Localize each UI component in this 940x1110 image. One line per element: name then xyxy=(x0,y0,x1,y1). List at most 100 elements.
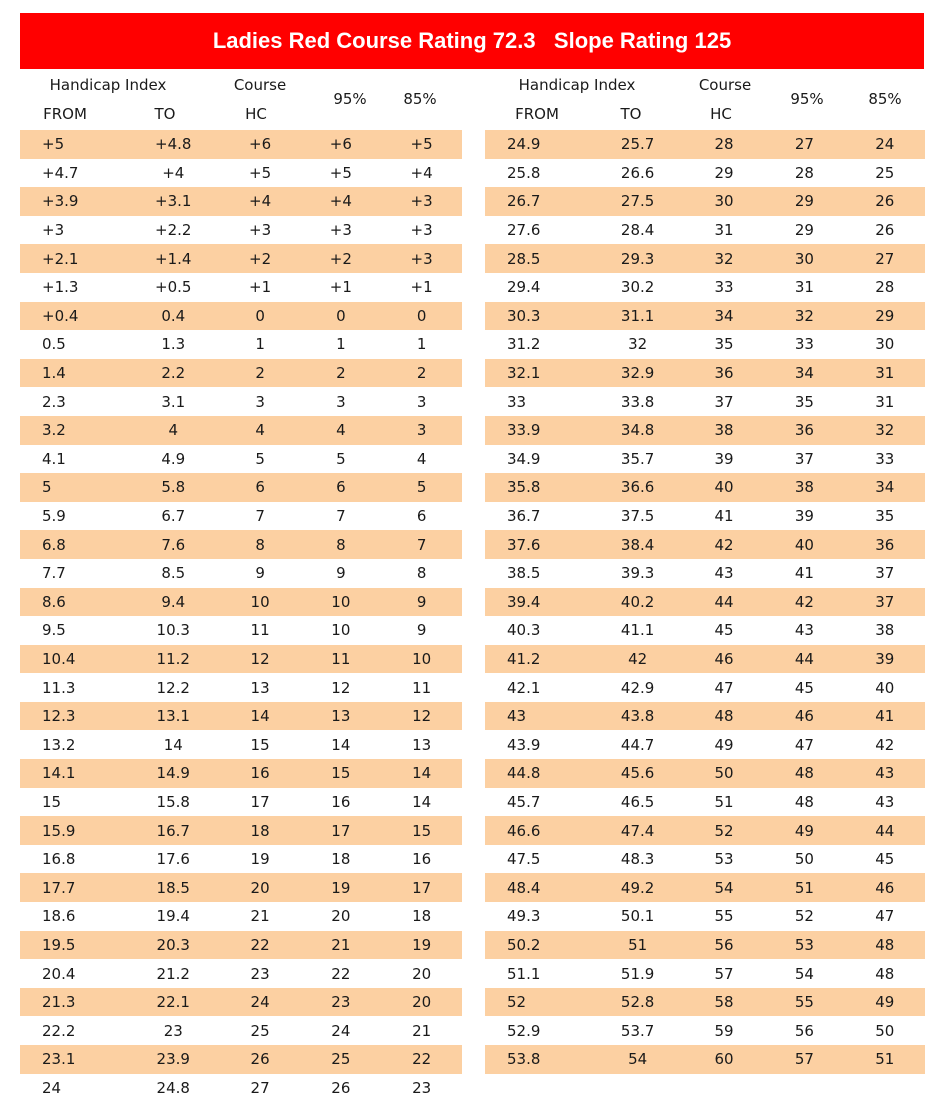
p85-cell: 36 xyxy=(875,535,895,554)
from-cell: 7.7 xyxy=(42,564,66,583)
course-hc-cell: 16 xyxy=(250,764,270,783)
table-row: 35.8 36.6 40 38 34 xyxy=(485,473,925,502)
from-cell: 51.1 xyxy=(507,964,541,983)
course-hc-cell: 15 xyxy=(250,735,270,754)
table-row: 32.1 32.9 36 34 31 xyxy=(485,358,925,388)
table-row: 39.4 40.2 44 42 37 xyxy=(485,587,925,617)
table-row: 20.4 21.2 23 22 20 xyxy=(20,959,462,988)
course-hc-cell: 27 xyxy=(250,1078,270,1097)
to-cell: 46.5 xyxy=(620,792,655,811)
p85-cell: 23 xyxy=(412,1078,432,1097)
to-cell: 47.4 xyxy=(620,821,655,840)
to-cell: +1.4 xyxy=(155,249,192,268)
from-cell: 30.3 xyxy=(507,306,541,325)
from-cell: 23.1 xyxy=(42,1050,76,1069)
course-hc-cell: 25 xyxy=(250,1021,270,1040)
to-cell: 42.9 xyxy=(620,678,655,697)
table-row: 23.1 23.9 26 25 22 xyxy=(20,1045,462,1074)
table-row: 40.3 41.1 45 43 38 xyxy=(485,616,925,645)
table-row: 24.9 25.7 28 27 24 xyxy=(485,130,925,159)
p85-cell: 51 xyxy=(875,1050,895,1069)
to-cell: 32.9 xyxy=(620,364,655,383)
p85-cell: 8 xyxy=(416,564,427,583)
p85-cell: 5 xyxy=(416,478,427,497)
course-hc-cell: +5 xyxy=(249,163,272,182)
course-hc-cell: 41 xyxy=(714,507,734,526)
left-table-header: Handicap Index FROM TO Course HC 95% 85% xyxy=(20,72,462,130)
table-row: 5 5.8 6 6 5 xyxy=(20,473,462,502)
p85-cell: 6 xyxy=(416,507,427,526)
course-hc-cell: +6 xyxy=(249,135,272,154)
p95-cell: 2 xyxy=(336,364,346,383)
from-cell: 34.9 xyxy=(507,449,541,468)
p85-cell: 37 xyxy=(875,564,895,583)
p95-cell: 29 xyxy=(794,221,814,240)
p85-cell: 49 xyxy=(875,993,895,1012)
table-row: 30.3 31.1 34 32 29 xyxy=(485,301,925,331)
to-cell: 15.8 xyxy=(156,792,190,811)
course-hc-cell: 50 xyxy=(714,764,734,783)
course-hc-cell: 55 xyxy=(714,907,734,926)
p85-cell: 29 xyxy=(875,306,895,325)
table-row: 49.3 50.1 55 52 47 xyxy=(485,902,925,931)
to-header: TO xyxy=(620,105,642,123)
p85-cell: 3 xyxy=(416,392,427,411)
course-hc-cell: 59 xyxy=(714,1021,734,1040)
p95-cell: 29 xyxy=(794,192,814,211)
p85-cell: 3 xyxy=(416,421,427,440)
p85-cell: 48 xyxy=(875,935,895,954)
p95-cell: 14 xyxy=(331,735,351,754)
p85-cell: 44 xyxy=(875,821,895,840)
course-hc-cell: 30 xyxy=(714,192,734,211)
to-cell: 34.8 xyxy=(620,421,655,440)
to-cell: 41.1 xyxy=(620,621,655,640)
table-row: 28.5 29.3 32 30 27 xyxy=(485,244,925,273)
right-table-header: Handicap Index FROM TO Course HC 95% 85% xyxy=(485,72,925,130)
course-header: Course xyxy=(233,76,287,94)
course-hc-cell: 45 xyxy=(714,621,734,640)
from-cell: 20.4 xyxy=(42,964,76,983)
p85-header: 85% xyxy=(403,90,437,108)
table-row: 33 33.8 37 35 31 xyxy=(485,387,925,416)
to-cell: 42 xyxy=(628,649,648,668)
from-cell: 33 xyxy=(507,392,527,411)
to-cell: 23.9 xyxy=(156,1050,190,1069)
p95-cell: +4 xyxy=(329,192,352,211)
from-cell: 45.7 xyxy=(507,792,541,811)
p95-cell: 26 xyxy=(331,1078,351,1097)
p95-cell: +2 xyxy=(329,249,352,268)
from-cell: +3.9 xyxy=(42,192,79,211)
table-row: 34.9 35.7 39 37 33 xyxy=(485,445,925,474)
table-row: 26.7 27.5 30 29 26 xyxy=(485,187,925,216)
course-hc-cell: 1 xyxy=(255,335,265,354)
to-cell: 23 xyxy=(163,1021,183,1040)
p95-cell: +5 xyxy=(329,163,352,182)
p85-cell: 47 xyxy=(875,907,895,926)
from-cell: 47.5 xyxy=(507,850,541,869)
to-cell: 33.8 xyxy=(620,392,655,411)
p85-cell: 9 xyxy=(416,592,427,611)
p95-cell: 23 xyxy=(331,993,351,1012)
to-cell: 9.4 xyxy=(161,592,186,611)
course-hc-cell: 9 xyxy=(255,564,265,583)
p85-cell: 25 xyxy=(875,163,895,182)
to-cell: +0.5 xyxy=(155,278,192,297)
p85-cell: 21 xyxy=(412,1021,432,1040)
p85-cell: 35 xyxy=(875,507,895,526)
p95-cell: 12 xyxy=(331,678,351,697)
p85-cell: 41 xyxy=(875,707,895,726)
to-cell: 35.7 xyxy=(620,449,655,468)
course-hc-cell: 42 xyxy=(714,535,734,554)
to-cell: +3.1 xyxy=(155,192,192,211)
p85-cell: 24 xyxy=(875,135,895,154)
p95-cell: 30 xyxy=(794,249,814,268)
p85-cell: 34 xyxy=(875,478,895,497)
p85-cell: 38 xyxy=(875,621,895,640)
table-row: 44.8 45.6 50 48 43 xyxy=(485,759,925,788)
to-cell: 10.3 xyxy=(156,621,190,640)
to-cell: 8.5 xyxy=(161,564,186,583)
table-row: 38.5 39.3 43 41 37 xyxy=(485,559,925,588)
from-cell: +2.1 xyxy=(42,249,79,268)
p95-cell: 33 xyxy=(794,335,814,354)
from-cell: 16.8 xyxy=(42,850,76,869)
